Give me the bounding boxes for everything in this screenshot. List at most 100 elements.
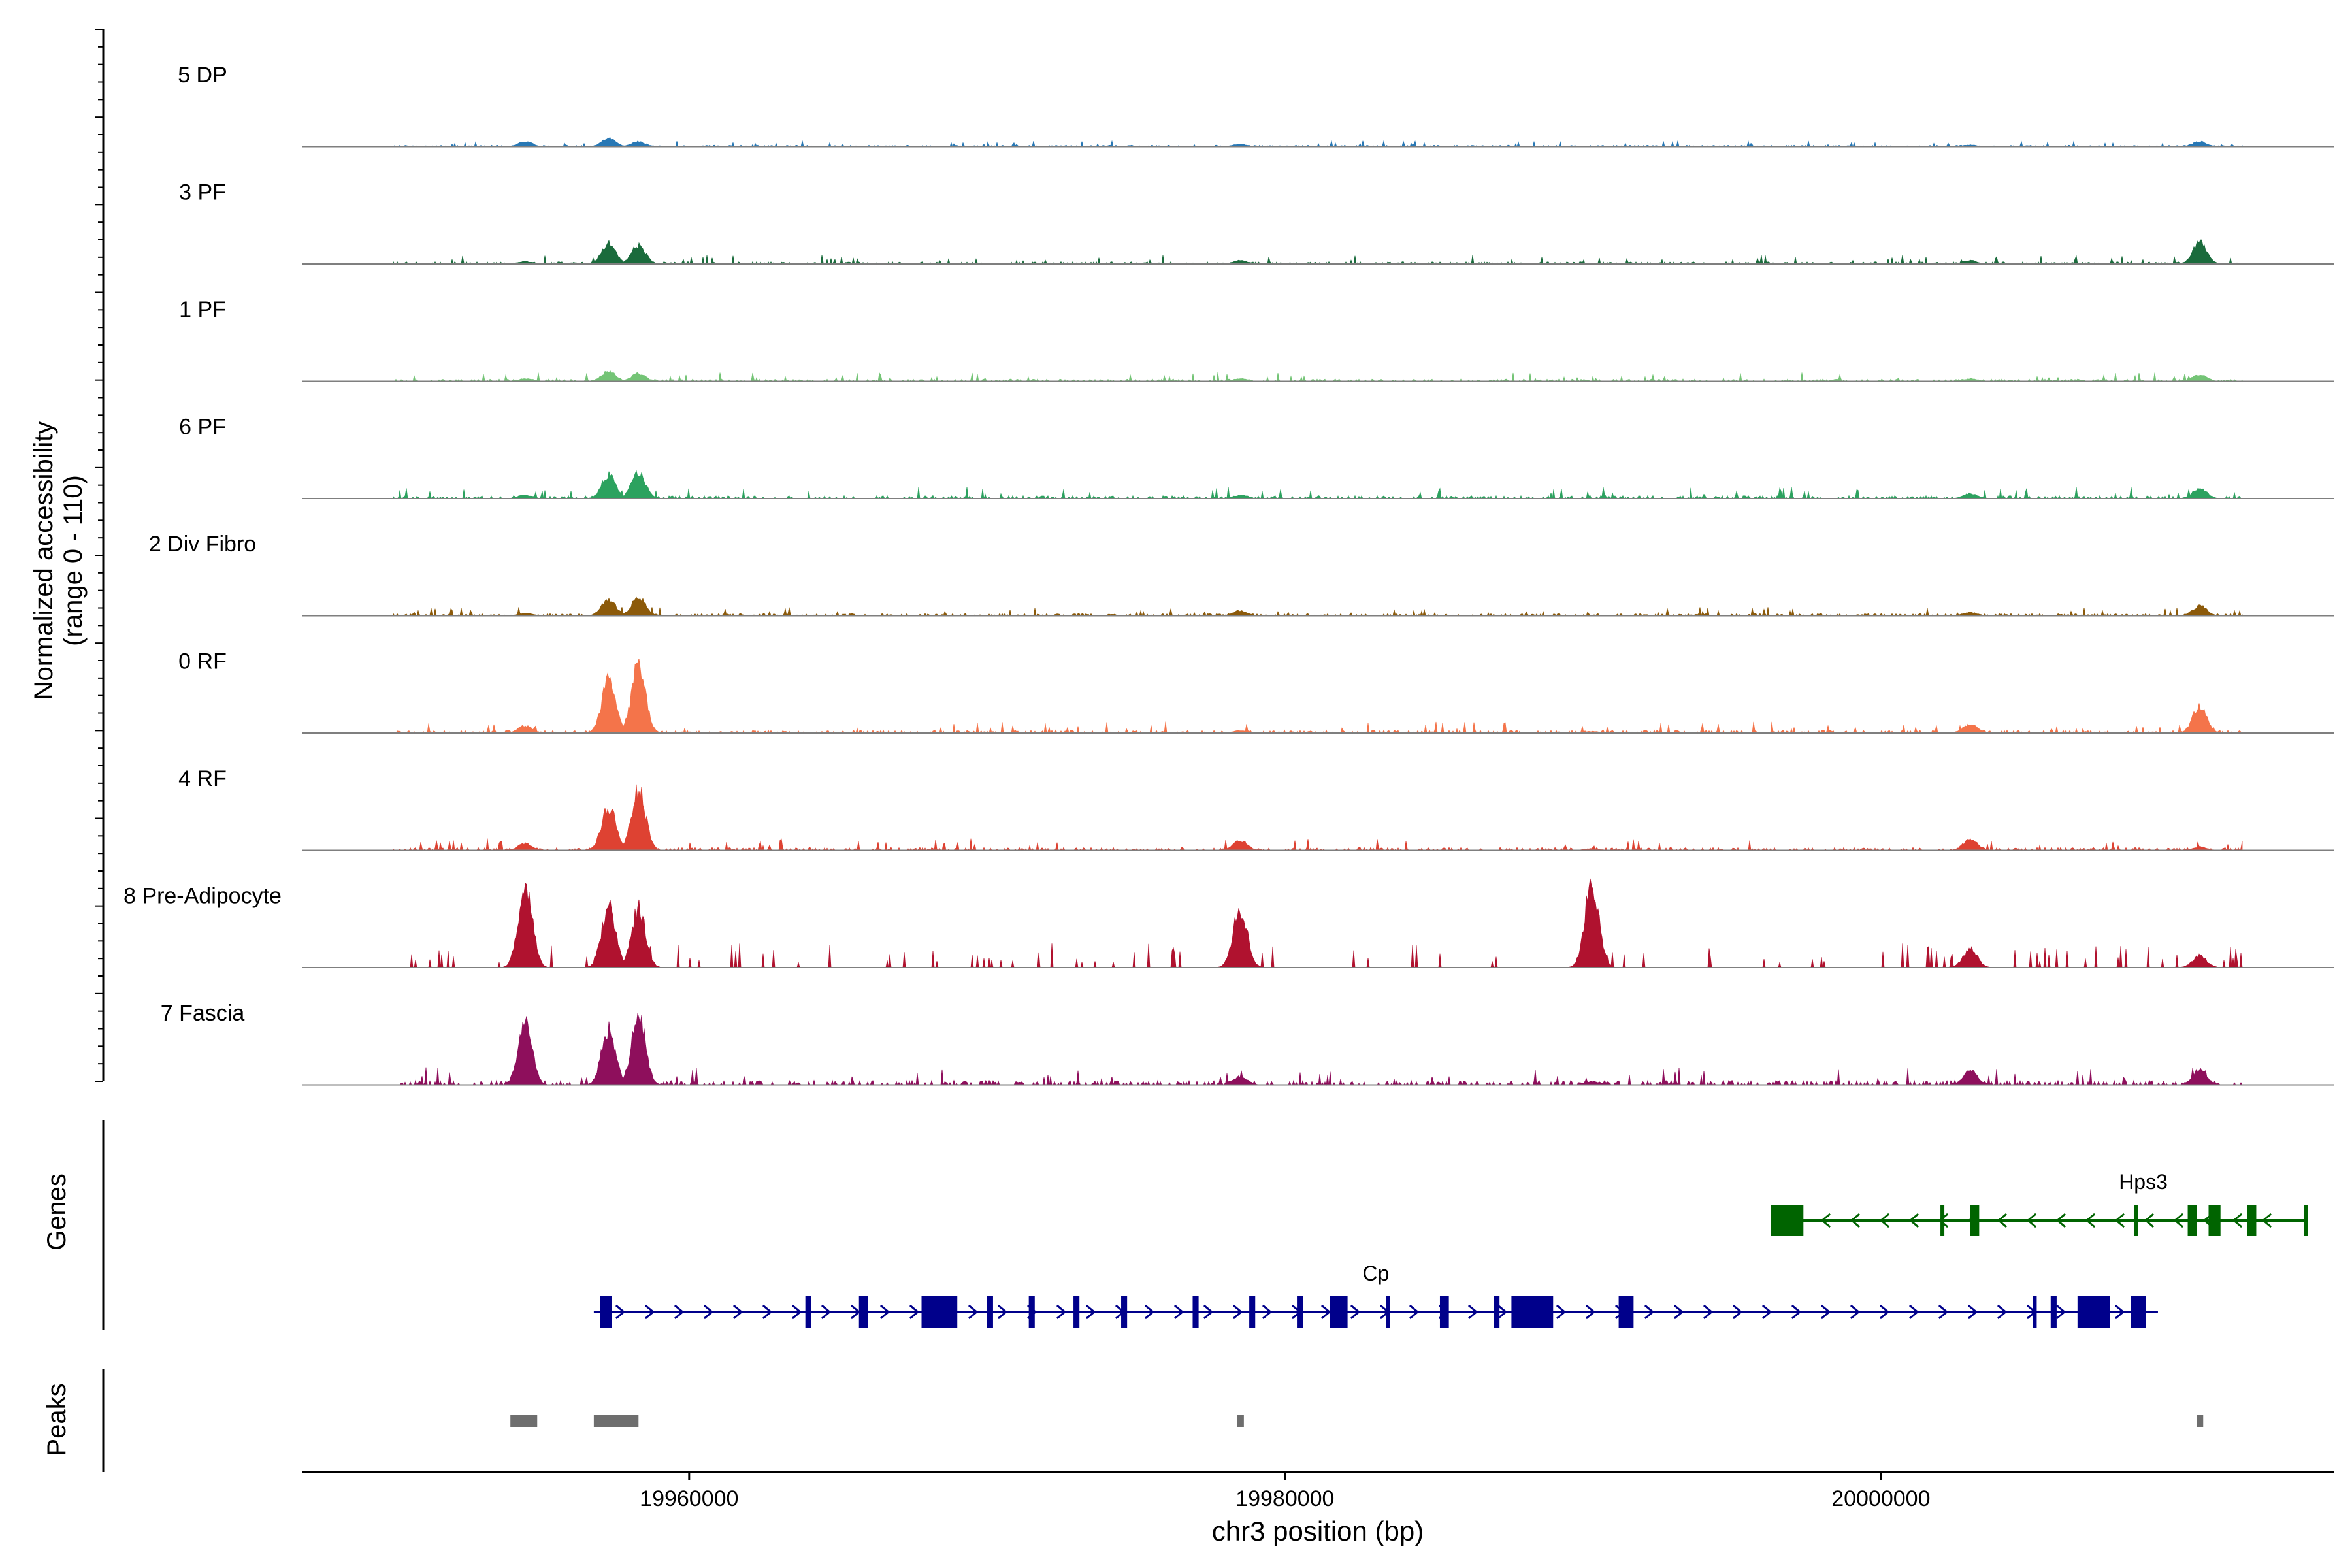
genes-panel-label: Genes (42, 1173, 71, 1250)
track-coverage-area (393, 370, 2243, 382)
track: 0 RF (178, 649, 2334, 734)
strand-arrow (1908, 1213, 1919, 1228)
track-coverage-area (393, 878, 2243, 968)
gene: Hps3 (1771, 1170, 2308, 1236)
strand-arrow (1938, 1304, 1949, 1320)
strand-arrow (1850, 1304, 1861, 1320)
x-tick-label: 20000000 (1831, 1486, 1930, 1511)
exon (2187, 1205, 2197, 1236)
track-coverage-area (392, 137, 2243, 148)
peak-regions (510, 1415, 2204, 1427)
strand-arrow (674, 1304, 685, 1320)
exon (1297, 1296, 1303, 1328)
strand-arrow (1997, 1304, 2008, 1320)
strand-arrow (1262, 1304, 1273, 1320)
track-label: 6 PF (179, 414, 226, 439)
exon (2134, 1205, 2138, 1236)
track: 4 RF (178, 766, 2334, 851)
strand-arrow (909, 1304, 920, 1320)
strand-arrow (2173, 1213, 2184, 1228)
exon (1249, 1296, 1256, 1328)
strand-arrow (644, 1304, 655, 1320)
track-coverage-area (393, 596, 2243, 617)
gene-name: Hps3 (2119, 1170, 2168, 1194)
strand-arrow (791, 1304, 802, 1320)
peak-region (510, 1415, 538, 1427)
exon (2247, 1205, 2257, 1236)
exon (858, 1296, 868, 1328)
exon (2050, 1296, 2057, 1328)
y-axis-title-line1: Normalized accessibility (29, 421, 58, 700)
track-label: 2 Div Fibro (149, 532, 256, 557)
exon (1970, 1205, 1980, 1236)
strand-arrow (2026, 1213, 2037, 1228)
strand-arrow (1497, 1304, 1508, 1320)
strand-arrow (997, 1304, 1008, 1320)
exon (1121, 1296, 1128, 1328)
exon (1439, 1296, 1449, 1328)
track-coverage-area (393, 239, 2242, 265)
strand-arrow (1173, 1304, 1184, 1320)
exon (1771, 1205, 1804, 1236)
strand-arrow (1967, 1304, 1978, 1320)
x-axis-title: chr3 position (bp) (1212, 1516, 1424, 1546)
exon (1618, 1296, 1634, 1328)
x-axis-ticks: 19960000 19980000 20000000 (640, 1472, 1931, 1511)
track: 3 PF (179, 180, 2334, 265)
strand-arrow (1585, 1304, 1596, 1320)
gene-annotations: Hps3 Cp (593, 1170, 2308, 1328)
track: 7 Fascia (161, 1001, 2334, 1086)
coverage-y-ticks (95, 29, 103, 1082)
strand-arrow (1409, 1304, 1420, 1320)
y-axis-title-line2: (range 0 - 110) (59, 475, 88, 646)
exon (2077, 1296, 2110, 1328)
strand-arrow (1350, 1304, 1361, 1320)
strand-arrow (1556, 1304, 1567, 1320)
strand-arrow (2114, 1304, 2125, 1320)
exon (1330, 1296, 1348, 1328)
strand-arrow (2085, 1213, 2096, 1228)
peaks-panel-label: Peaks (42, 1383, 71, 1456)
exon (2131, 1296, 2146, 1328)
track-coverage-area (393, 784, 2243, 851)
strand-arrow (1820, 1304, 1831, 1320)
exon (2208, 1205, 2221, 1236)
track-label: 7 Fascia (161, 1001, 245, 1026)
strand-arrow (615, 1304, 626, 1320)
strand-arrow (879, 1304, 890, 1320)
track: 5 DP (178, 63, 2334, 148)
track-coverage-area (393, 470, 2242, 500)
exon (1386, 1296, 1390, 1328)
strand-arrow (1997, 1213, 2008, 1228)
strand-arrow (1732, 1304, 1743, 1320)
track-label: 4 RF (178, 766, 227, 791)
exon (1494, 1296, 1500, 1328)
strand-arrow (1879, 1213, 1890, 1228)
strand-arrow (1467, 1304, 1478, 1320)
exon (2033, 1296, 2037, 1328)
gene-name: Cp (1362, 1262, 1389, 1285)
track: 6 PF (179, 414, 2334, 500)
strand-arrow (2261, 1213, 2272, 1228)
track-coverage-area (393, 1013, 2243, 1086)
strand-arrow (1850, 1213, 1861, 1228)
strand-arrow (1879, 1304, 1890, 1320)
strand-arrow (1056, 1304, 1067, 1320)
strand-arrow (1703, 1304, 1714, 1320)
track: 2 Div Fibro (149, 532, 2334, 617)
track: 1 PF (179, 297, 2334, 382)
exon (600, 1296, 612, 1328)
strand-arrow (703, 1304, 714, 1320)
strand-arrow (1203, 1304, 1214, 1320)
exon (1940, 1205, 1945, 1236)
exon (805, 1296, 811, 1328)
track-label: 0 RF (178, 649, 227, 674)
exon (1073, 1296, 1080, 1328)
track-label: 8 Pre-Adipocyte (123, 883, 282, 908)
strand-arrow (1820, 1213, 1831, 1228)
strand-arrow (2055, 1304, 2066, 1320)
strand-arrow (821, 1304, 832, 1320)
strand-arrow (732, 1304, 743, 1320)
track-label: 5 DP (178, 63, 227, 88)
